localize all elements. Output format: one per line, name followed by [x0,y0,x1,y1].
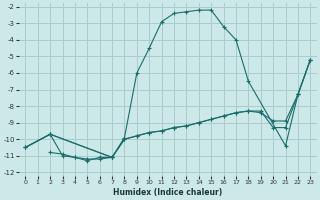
X-axis label: Humidex (Indice chaleur): Humidex (Indice chaleur) [113,188,222,197]
